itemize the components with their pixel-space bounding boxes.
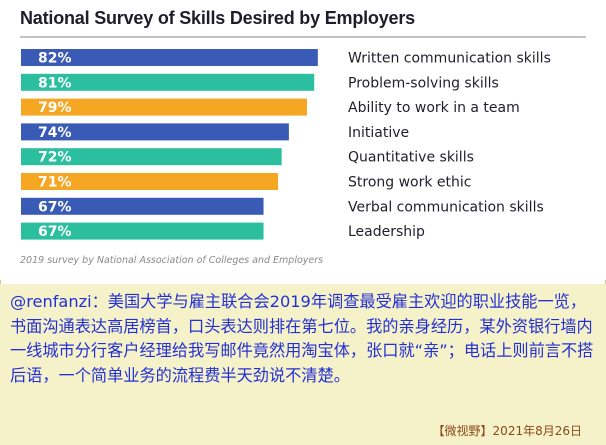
bar-value-label: 67% <box>38 224 72 240</box>
bar-2 <box>21 73 315 91</box>
caption-text: @renfanzi：美国大学与雇主联合会2019年调查最受雇主欢迎的职业技能一览… <box>10 290 600 388</box>
bar-value-label: 79% <box>38 100 72 116</box>
category-label: Quantitative skills <box>348 150 474 166</box>
bar-chart: 82% Written communication skills 81% Proble… <box>21 49 551 240</box>
category-label: Strong work ethic <box>348 175 472 191</box>
category-label: Ability to work in a team <box>348 100 520 116</box>
category-label: Verbal communication skills <box>348 199 544 215</box>
bar-6 <box>21 173 279 190</box>
bar-value-label: 81% <box>38 75 72 91</box>
category-label: Written communication skills <box>348 51 551 67</box>
caption-source-date: 【微视野】2021年8月26日 <box>432 424 582 438</box>
bar-value-label: 82% <box>38 51 72 67</box>
chart-panel: National Survey of Skills Desired by Emp… <box>20 8 586 266</box>
category-label: Leadership <box>348 224 425 240</box>
category-label: Problem-solving skills <box>348 75 499 91</box>
bar-4 <box>21 123 289 141</box>
caption-handle[interactable]: @renfanzi： <box>10 292 108 311</box>
bar-8 <box>21 222 264 240</box>
chart-footnote: 2019 survey by National Association of C… <box>20 255 324 266</box>
chart-title: National Survey of Skills Desired by Emp… <box>20 8 415 28</box>
bar-5 <box>21 148 282 166</box>
caption-panel: @renfanzi：美国大学与雇主联合会2019年调查最受雇主欢迎的职业技能一览… <box>0 284 606 445</box>
caption-body: 美国大学与雇主联合会2019年调查最受雇主欢迎的职业技能一览，书面沟通表达高居榜… <box>10 292 594 385</box>
bar-7 <box>21 197 264 215</box>
bar-3 <box>21 98 307 116</box>
bar-value-label: 74% <box>38 125 72 141</box>
bar-value-label: 67% <box>38 199 72 215</box>
title-divider <box>20 36 586 38</box>
bar-value-label: 71% <box>38 175 72 191</box>
bar-value-label: 72% <box>38 150 72 166</box>
category-label: Initiative <box>348 125 409 141</box>
bar-1 <box>21 49 318 66</box>
